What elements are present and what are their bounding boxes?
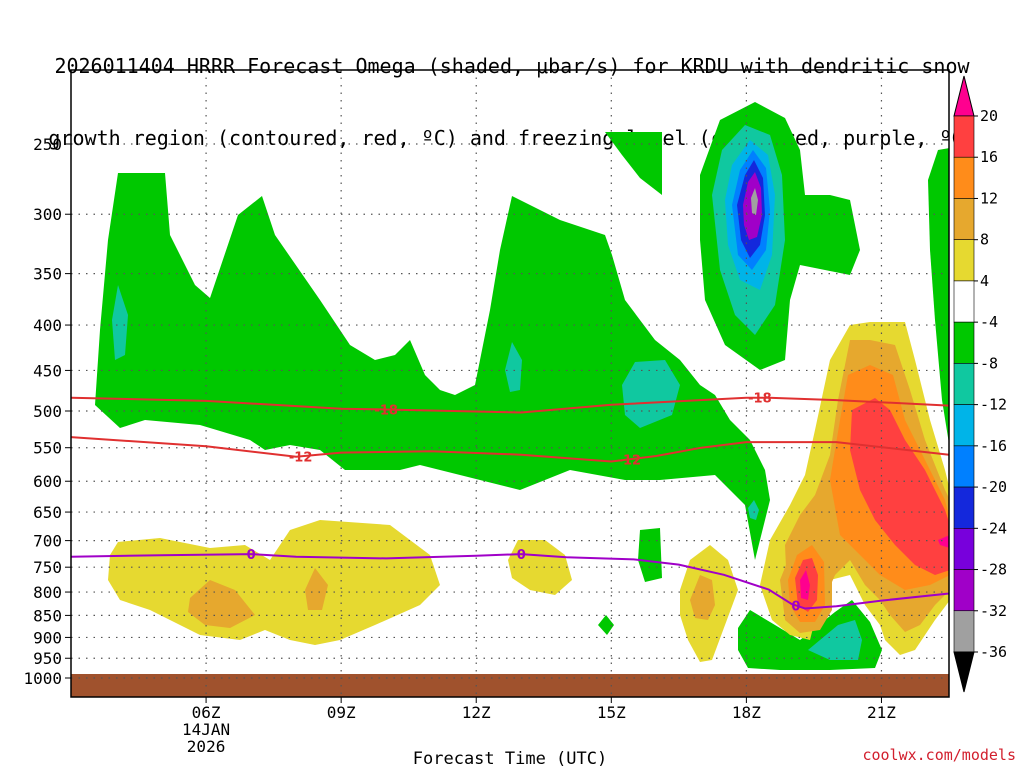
y-tick-label: 850 xyxy=(33,606,62,625)
omega-region-descent-pink xyxy=(938,535,949,548)
y-tick-label: 250 xyxy=(33,135,62,154)
x-tick-label: 12Z xyxy=(462,703,491,722)
axes: 250 300 350 400 450 500 550 600 650 700 750 800 850 9… xyxy=(23,135,896,756)
dendritic-contour-minus18 xyxy=(70,396,950,414)
colorbar-label: -24 xyxy=(980,519,1007,537)
y-tick-label: 450 xyxy=(33,361,62,380)
omega-pocket-650 xyxy=(748,500,759,520)
omega-region-descent-orange-3 xyxy=(690,575,715,620)
colorbar-segment xyxy=(953,404,975,447)
omega-region-lowlevel-3 xyxy=(638,528,662,582)
y-tick-label: 600 xyxy=(33,472,62,491)
colorbar-label: -8 xyxy=(980,354,998,372)
credit-link[interactable]: coolwx.com/models xyxy=(862,746,1016,764)
freezing-level-contour xyxy=(70,553,950,610)
colorbar-segment xyxy=(953,156,975,199)
x-tick-label: 18Z xyxy=(732,703,761,722)
omega-core-grey xyxy=(751,188,758,215)
y-tick-label: 1000 xyxy=(23,669,62,688)
omega-region-descent-orange-2 xyxy=(305,568,328,610)
omega-region-descent-orange-1 xyxy=(188,580,255,628)
x-tick-sublabel: 14JAN xyxy=(182,720,230,739)
colorbar-segment xyxy=(953,280,975,323)
colorbar-label: -12 xyxy=(980,396,1007,414)
y-tick-label: 750 xyxy=(33,558,62,577)
colorbar-label: 12 xyxy=(980,189,998,207)
y-tick-label: 300 xyxy=(33,205,62,224)
colorbar-segment xyxy=(953,115,975,158)
dendritic-contour-minus12-label: -12 xyxy=(618,453,642,468)
colorbar-label: 4 xyxy=(980,272,989,290)
colorbar: 20 16 12 8 4 -4 -8 -12 -16 -20 -24 -28 -32 -36 xyxy=(953,75,1007,693)
colorbar-bottom-arrow xyxy=(953,651,975,693)
colorbar-label: -36 xyxy=(980,643,1007,661)
omega-region-lowlevel-4 xyxy=(598,615,614,635)
colorbar-segment xyxy=(953,239,975,282)
colorbar-label: -4 xyxy=(980,313,998,331)
omega-region-ascent-weak xyxy=(95,173,770,560)
omega-region-ascent-right xyxy=(928,148,949,444)
x-tick-label: 15Z xyxy=(597,703,626,722)
x-tick-sublabel: 2026 xyxy=(187,737,226,756)
colorbar-label: -20 xyxy=(980,478,1007,496)
y-tick-label: 500 xyxy=(33,402,62,421)
omega-region-ascent-pocket-3 xyxy=(622,360,680,428)
y-tick-label: 650 xyxy=(33,503,62,522)
y-tick-label: 550 xyxy=(33,439,62,458)
x-tick-label: 06Z xyxy=(192,703,221,722)
x-axis-label: Forecast Time (UTC) xyxy=(413,749,607,768)
y-tick-label: 400 xyxy=(33,316,62,335)
dendritic-contour-minus12-label: -12 xyxy=(289,450,313,465)
freezing-level-contour-label: 0 xyxy=(791,599,800,614)
colorbar-segment xyxy=(953,198,975,240)
ground-below-surface xyxy=(71,674,949,697)
y-tick-label: 900 xyxy=(33,628,62,647)
chart-title-line2: growth region (contoured, red, ºC) and f… xyxy=(48,126,976,150)
omega-region-lowlevel-2 xyxy=(808,620,862,660)
omega-region-ascent-upper xyxy=(605,132,662,195)
chart-title-line1: 2026011404 HRRR Forecast Omega (shaded, … xyxy=(54,54,970,78)
colorbar-segment xyxy=(953,569,975,612)
freezing-level-contour-label: 0 xyxy=(247,548,256,563)
colorbar-label: 8 xyxy=(980,231,989,249)
colorbar-segment xyxy=(953,610,975,653)
colorbar-label: -16 xyxy=(980,437,1007,455)
y-tick-label: 950 xyxy=(33,649,62,668)
y-tick-label: 350 xyxy=(33,265,62,284)
omega-region-ascent-pocket-1 xyxy=(112,285,128,360)
plot-frame xyxy=(70,69,950,698)
colorbar-segment xyxy=(953,486,975,529)
colorbar-segment xyxy=(953,321,975,364)
colorbar-label: 16 xyxy=(980,148,998,166)
omega-region-descent-right-red xyxy=(850,398,949,575)
colorbar-label: -28 xyxy=(980,561,1007,579)
omega-region-ascent-pocket-2 xyxy=(505,342,522,392)
omega-region-descent-left xyxy=(108,520,440,645)
contour-lines: -18 -18 -12 -12 0 0 0 xyxy=(70,392,950,614)
x-tick-label: 21Z xyxy=(867,703,896,722)
omega-shading xyxy=(95,102,949,670)
chart-title: 2026011404 HRRR Forecast Omega (shaded, … xyxy=(0,6,1024,174)
y-tick-label: 800 xyxy=(33,583,62,602)
dendritic-contour-minus12 xyxy=(70,436,950,463)
colorbar-label: 20 xyxy=(980,107,998,125)
colorbar-label: -32 xyxy=(980,602,1007,620)
x-tick-label: 09Z xyxy=(327,703,356,722)
y-tick-label: 700 xyxy=(33,532,62,551)
freezing-level-contour-label: 0 xyxy=(517,548,526,563)
colorbar-segment xyxy=(953,528,975,570)
colorbar-segment xyxy=(953,363,975,405)
dendritic-contour-minus18-label: -18 xyxy=(748,392,772,407)
dendritic-contour-minus18-label: -18 xyxy=(374,403,398,418)
colorbar-top-arrow xyxy=(953,75,975,117)
colorbar-segment xyxy=(953,445,975,488)
